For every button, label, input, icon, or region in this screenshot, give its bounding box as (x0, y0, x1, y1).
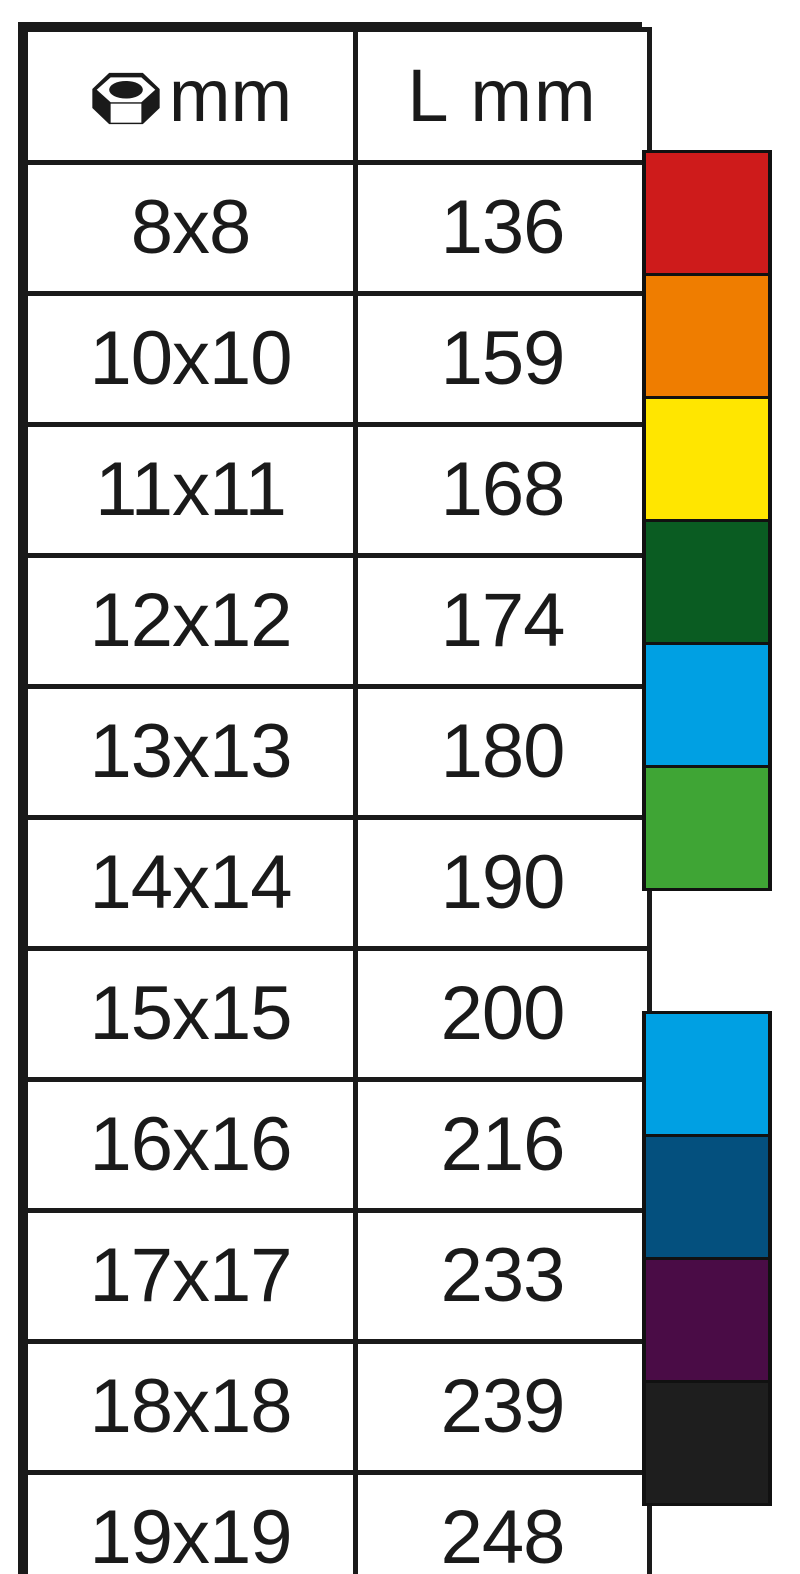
size-value: 13x13 (89, 709, 292, 794)
length-value: 180 (440, 709, 566, 794)
color-swatch (642, 519, 772, 645)
cell-length: 168 (353, 422, 652, 558)
length-value: 136 (440, 185, 566, 270)
cell-size: 15x15 (23, 946, 358, 1082)
length-value: 174 (440, 578, 566, 663)
table-row: 14x14 190 (23, 815, 652, 951)
table-header-row: mm L mm (23, 27, 652, 165)
cell-length: 216 (353, 1077, 652, 1213)
cell-length: 174 (353, 553, 652, 689)
length-value: 239 (440, 1364, 566, 1449)
size-value: 11x11 (95, 447, 287, 532)
header-label-length: L mm (407, 54, 598, 137)
table-row: 8x8 136 (23, 160, 652, 296)
size-value: 8x8 (130, 185, 252, 270)
table-row: 18x18 239 (23, 1339, 652, 1475)
table-row: 12x12 174 (23, 553, 652, 689)
cell-size: 10x10 (23, 291, 358, 427)
length-value: 216 (440, 1102, 566, 1187)
table-row: 16x16 216 (23, 1077, 652, 1213)
cell-length: 200 (353, 946, 652, 1082)
color-swatch (642, 888, 772, 1014)
length-value: 190 (440, 840, 566, 925)
table-row: 19x19 248 (23, 1470, 652, 1574)
cell-size: 13x13 (23, 684, 358, 820)
size-value: 15x15 (89, 971, 292, 1056)
length-value: 248 (440, 1495, 566, 1574)
cell-length: 136 (353, 160, 652, 296)
table-row: 15x15 200 (23, 946, 652, 1082)
cell-length: 248 (353, 1470, 652, 1574)
cell-size: 8x8 (23, 160, 358, 296)
color-swatch (642, 1380, 772, 1506)
size-value: 14x14 (89, 840, 292, 925)
size-value: 17x17 (89, 1233, 292, 1318)
color-swatch (642, 396, 772, 522)
cell-length: 159 (353, 291, 652, 427)
header-cell-length: L mm (353, 27, 652, 165)
cell-length: 233 (353, 1208, 652, 1344)
cell-size: 17x17 (23, 1208, 358, 1344)
spec-table: mm L mm 8x8 136 10x10 1 (23, 27, 652, 1574)
cell-size: 14x14 (23, 815, 358, 951)
size-value: 16x16 (89, 1102, 292, 1187)
color-swatch (642, 642, 772, 768)
hex-nut-icon (89, 70, 163, 130)
table-row: 13x13 180 (23, 684, 652, 820)
cell-size: 11x11 (23, 422, 358, 558)
color-swatch (642, 273, 772, 399)
table-row: 10x10 159 (23, 291, 652, 427)
table-row: 17x17 233 (23, 1208, 652, 1344)
length-value: 168 (440, 447, 566, 532)
spec-table-grid: mm L mm 8x8 136 10x10 1 (18, 22, 652, 1574)
color-swatch (642, 1134, 772, 1260)
header-cell-size: mm (23, 27, 358, 165)
cell-length: 239 (353, 1339, 652, 1475)
color-swatch (642, 1257, 772, 1383)
color-swatch (642, 150, 772, 276)
size-value: 12x12 (89, 578, 292, 663)
size-value: 18x18 (89, 1364, 292, 1449)
color-swatch (642, 1011, 772, 1137)
length-value: 200 (440, 971, 566, 1056)
cell-size: 18x18 (23, 1339, 358, 1475)
length-value: 159 (440, 316, 566, 401)
cell-size: 12x12 (23, 553, 358, 689)
cell-size: 16x16 (23, 1077, 358, 1213)
color-swatch (642, 765, 772, 891)
table-body: 8x8 136 10x10 159 11x11 168 12x12 174 13… (23, 160, 652, 1574)
cell-size: 19x19 (23, 1470, 358, 1574)
header-label-size: mm (168, 54, 293, 137)
cell-length: 190 (353, 815, 652, 951)
size-value: 19x19 (89, 1495, 292, 1574)
size-value: 10x10 (89, 316, 292, 401)
color-swatch-column (642, 150, 772, 1506)
length-value: 233 (440, 1233, 566, 1318)
cell-length: 180 (353, 684, 652, 820)
table-row: 11x11 168 (23, 422, 652, 558)
